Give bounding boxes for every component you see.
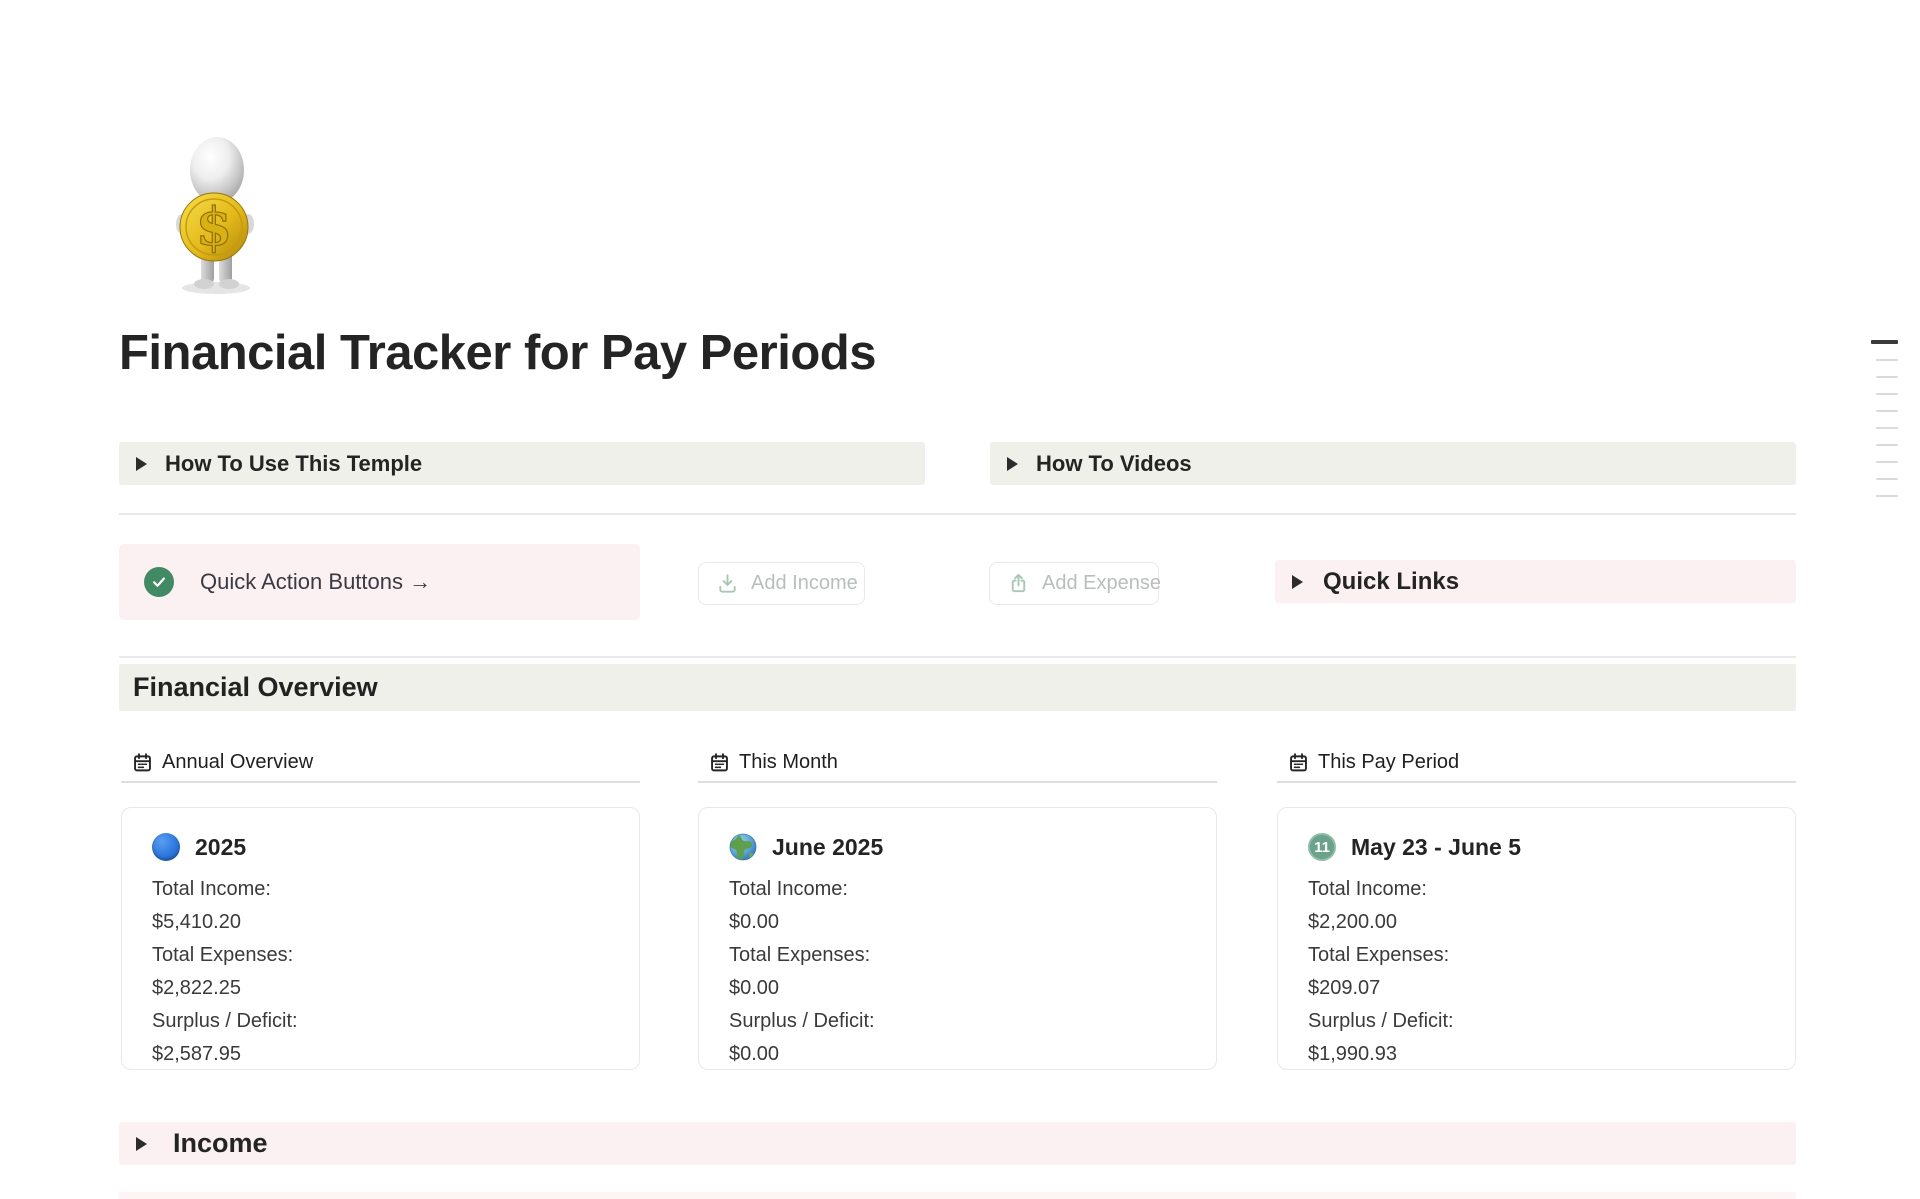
total-income-label: Total Income: [1308,878,1427,900]
add-income-label: Add Income [751,572,858,594]
outline-line[interactable] [1876,409,1898,412]
column-header-label: This Month [739,751,838,773]
toggle-how-to-videos[interactable]: How To Videos [990,442,1796,485]
toggle-arrow-icon [1292,574,1303,589]
section-heading-label: Financial Overview [133,672,378,702]
total-income-label: Total Income: [152,878,271,900]
outline-line[interactable] [1876,426,1898,429]
outline-line[interactable] [1876,494,1898,497]
outline-line[interactable] [1876,443,1898,446]
column-header-label: This Pay Period [1318,751,1460,773]
surplus-deficit-label: Surplus / Deficit: [1308,1010,1454,1032]
outline-line[interactable] [1876,358,1898,361]
financial-overview-heading: Financial Overview [119,664,1796,711]
toggle-label: Quick Links [1323,567,1460,595]
total-income-label: Total Income: [729,878,848,900]
total-income-value: $0.00 [729,911,780,933]
add-expense-button[interactable]: Add Expense [989,562,1161,605]
card-header: 11 May 23 - June 5 [1308,829,1775,865]
total-income-value: $5,410.20 [152,911,241,933]
outline-line-current[interactable] [1871,340,1898,344]
calendar-icon [134,753,151,772]
outline-line[interactable] [1876,392,1898,395]
number-11-badge-icon: 11 [1308,833,1336,861]
download-icon [719,574,736,593]
surplus-deficit-value: $1,990.93 [1308,1043,1397,1065]
outline-line[interactable] [1876,460,1898,463]
surplus-deficit-value: $0.00 [729,1043,780,1065]
card-annual-overview: 2025 Total Income: $5,410.20 Total Expen… [121,807,640,1070]
card-title: June 2025 [772,833,884,860]
outline-line[interactable] [1876,477,1898,480]
quick-action-callout: Quick Action Buttons → [119,544,640,620]
total-expenses-value: $209.07 [1308,977,1381,999]
column-header-label: Annual Overview [162,751,314,773]
svg-text:$: $ [196,197,232,258]
divider [119,513,1796,515]
toggle-label: Income [173,1128,268,1158]
add-expense-label: Add Expense [1042,572,1161,594]
page-title: Financial Tracker for Pay Periods [119,326,876,380]
check-circle-icon [144,567,174,597]
surplus-deficit-value: $2,587.95 [152,1043,241,1065]
card-this-month: June 2025 Total Income: $0.00 Total Expe… [698,807,1217,1070]
outline-line[interactable] [1876,375,1898,378]
column-header-this-month: This Month [698,744,1217,783]
card-header: June 2025 [729,829,1196,865]
quick-action-label: Quick Action Buttons → [200,569,432,594]
total-expenses-label: Total Expenses: [1308,944,1450,966]
blue-circle-emoji [152,833,180,861]
page-outline-indicator [1868,340,1898,497]
upload-icon [1011,573,1026,593]
toggle-label: How To Use This Temple [165,450,423,476]
figure-holding-dollar-coin-icon: $ [175,130,257,298]
total-income-value: $2,200.00 [1308,911,1397,933]
card-this-pay-period: 11 May 23 - June 5 Total Income: $2,200.… [1277,807,1796,1070]
toggle-quick-links[interactable]: Quick Links [1275,560,1796,603]
toggle-arrow-icon [1007,456,1018,471]
calendar-icon [1290,753,1307,772]
surplus-deficit-label: Surplus / Deficit: [152,1010,298,1032]
total-expenses-label: Total Expenses: [729,944,871,966]
toggle-arrow-icon [136,1136,147,1151]
toggle-how-to-use-template[interactable]: How To Use This Temple [119,442,925,485]
next-section-partial-block [119,1192,1796,1199]
toggle-arrow-icon [136,456,147,471]
globe-emoji [729,833,757,861]
card-header: 2025 [152,829,619,865]
card-title: 2025 [195,833,247,860]
column-header-annual-overview: Annual Overview [121,744,640,783]
calendar-icon [711,753,728,772]
surplus-deficit-label: Surplus / Deficit: [729,1010,875,1032]
total-expenses-value: $0.00 [729,977,780,999]
toggle-income-section[interactable]: Income [119,1122,1796,1165]
total-expenses-value: $2,822.25 [152,977,241,999]
add-income-button[interactable]: Add Income [698,562,865,605]
total-expenses-label: Total Expenses: [152,944,294,966]
column-header-this-pay-period: This Pay Period [1277,744,1796,783]
card-title: May 23 - June 5 [1351,833,1522,860]
toggle-label: How To Videos [1036,450,1192,476]
divider [119,656,1796,658]
